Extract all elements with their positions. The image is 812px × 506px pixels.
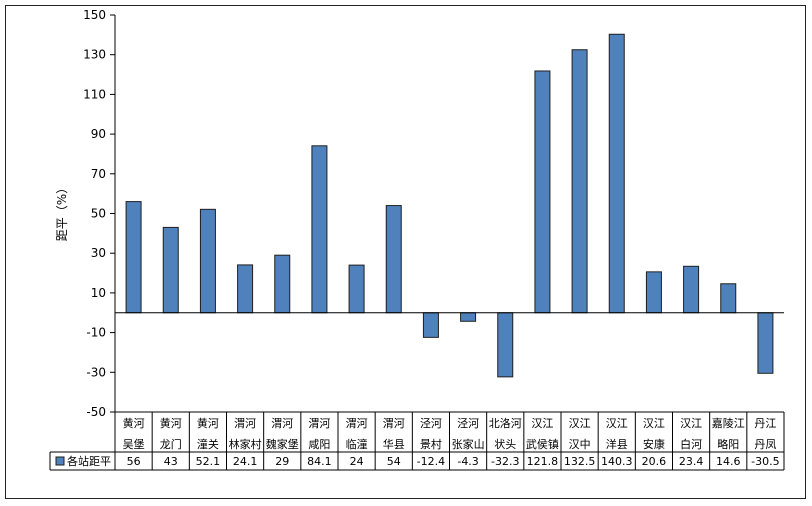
bar <box>385 205 402 314</box>
bar <box>683 265 700 314</box>
category-label-river: 黄河 <box>197 416 219 430</box>
bar <box>460 312 477 322</box>
data-label: 132.5 <box>564 455 596 468</box>
category-label-river: 黄河 <box>123 416 145 430</box>
data-label: 84.1 <box>307 455 332 468</box>
y-tick-label: -30 <box>86 365 106 379</box>
data-label: 24 <box>350 455 364 468</box>
data-label: 43 <box>164 455 178 468</box>
y-tick-label: 150 <box>83 8 106 22</box>
data-label: -32.3 <box>491 455 519 468</box>
data-label: -12.4 <box>417 455 445 468</box>
category-label-station: 安康 <box>643 437 665 451</box>
y-tick-label: 70 <box>91 167 106 181</box>
category-label-station: 汉中 <box>569 438 591 451</box>
data-label: 121.8 <box>527 455 559 468</box>
legend-swatch <box>55 456 65 466</box>
category-label-river: 汉江 <box>680 417 702 430</box>
category-label-station: 咸阳 <box>308 438 330 451</box>
category-label-river: 黄河 <box>160 416 182 430</box>
category-label-river: 汉江 <box>531 417 553 430</box>
bar <box>720 283 737 314</box>
bar <box>497 312 514 378</box>
data-label: 52.1 <box>196 455 221 468</box>
y-axis-label: 距平（%） <box>55 182 69 241</box>
category-label-station: 魏家堡 <box>266 437 299 451</box>
category-label-river: 北洛河 <box>489 416 522 430</box>
y-tick-label: 30 <box>91 246 106 260</box>
category-label-station: 白河 <box>680 437 702 451</box>
data-label: 54 <box>387 455 401 468</box>
bar <box>348 264 365 314</box>
category-label-river: 泾河 <box>420 417 442 430</box>
category-label-station: 洋县 <box>606 437 628 451</box>
category-label-river: 汉江 <box>569 417 591 430</box>
data-label: 20.6 <box>642 455 667 468</box>
bar <box>757 312 774 374</box>
category-label-river: 汉江 <box>606 417 628 430</box>
bar <box>237 264 254 314</box>
category-label-station: 武侯镇 <box>526 437 559 451</box>
category-label-station: 张家山 <box>452 437 485 451</box>
category-label-river: 渭河 <box>271 417 293 430</box>
category-label-station: 林家村 <box>229 437 262 451</box>
category-label-station: 龙门 <box>160 437 182 451</box>
bar <box>162 226 179 314</box>
category-label-river: 泾河 <box>457 417 479 430</box>
category-label-river: 嘉陵江 <box>712 416 745 430</box>
category-label-river: 丹江 <box>754 417 776 430</box>
legend-label: 各站距平 <box>67 454 111 468</box>
data-label: -30.5 <box>751 455 779 468</box>
category-label-station: 华县 <box>383 437 405 451</box>
y-tick-label: 110 <box>83 87 106 101</box>
category-label-station: 状头 <box>494 437 516 451</box>
category-label-station: 潼关 <box>197 437 219 451</box>
data-label: 14.6 <box>716 455 741 468</box>
category-label-river: 汉江 <box>643 417 665 430</box>
data-label: 56 <box>127 455 141 468</box>
data-label: -4.3 <box>457 455 478 468</box>
bar <box>534 70 551 314</box>
y-tick-label: 50 <box>91 207 106 221</box>
category-label-river: 渭河 <box>383 417 405 430</box>
bar <box>274 254 291 314</box>
category-label-station: 丹凤 <box>754 438 776 451</box>
bar <box>422 312 439 338</box>
data-label: 29 <box>275 455 289 468</box>
category-label-station: 吴堡 <box>123 437 145 451</box>
category-label-river: 渭河 <box>234 417 256 430</box>
category-label-river: 渭河 <box>308 417 330 430</box>
category-label-station: 临潼 <box>346 437 368 451</box>
y-tick-label: 130 <box>83 48 106 62</box>
bar <box>125 201 142 314</box>
bar <box>571 49 588 314</box>
category-label-river: 渭河 <box>346 417 368 430</box>
data-label: 23.4 <box>679 455 704 468</box>
y-tick-label: 90 <box>91 127 106 141</box>
data-label: 140.3 <box>601 455 633 468</box>
data-label: 24.1 <box>233 455 258 468</box>
bar <box>311 145 328 314</box>
y-tick-label: 10 <box>91 286 106 300</box>
y-tick-label: -10 <box>86 326 106 340</box>
bar <box>608 33 625 314</box>
bar <box>645 271 662 314</box>
category-label-station: 景村 <box>420 437 442 451</box>
bar <box>199 208 216 314</box>
y-tick-label: -50 <box>86 405 106 419</box>
category-label-station: 略阳 <box>717 437 739 451</box>
